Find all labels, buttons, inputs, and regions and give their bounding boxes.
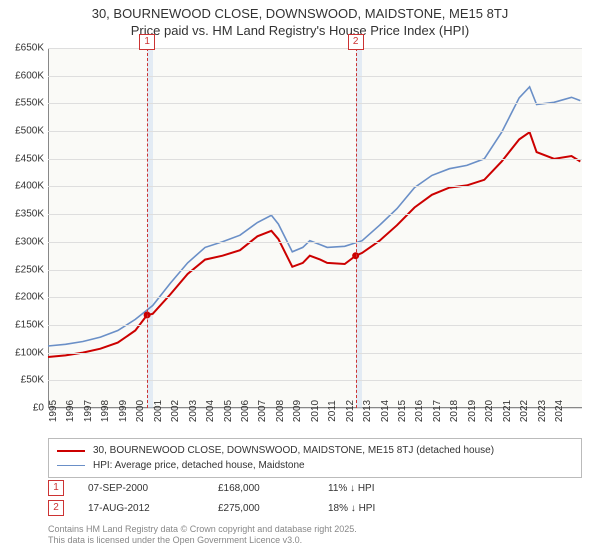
title-line-2: Price paid vs. HM Land Registry's House …	[0, 23, 600, 40]
legend-row: HPI: Average price, detached house, Maid…	[57, 458, 573, 473]
gridline	[48, 131, 582, 132]
x-axis-label: 2016	[414, 400, 425, 422]
gridline	[48, 186, 582, 187]
x-axis-label: 2005	[223, 400, 234, 422]
x-axis-label: 2024	[554, 400, 565, 422]
x-axis-label: 2003	[188, 400, 199, 422]
gridline	[48, 48, 582, 49]
x-axis-label: 2023	[537, 400, 548, 422]
event-marker-2: 2	[348, 34, 364, 50]
y-axis-label: £600K	[15, 70, 44, 81]
x-axis-label: 2013	[362, 400, 373, 422]
gridline	[48, 270, 582, 271]
legend-row: 30, BOURNEWOOD CLOSE, DOWNSWOOD, MAIDSTO…	[57, 443, 573, 458]
transaction-marker: 2	[48, 500, 64, 516]
y-axis-label: £150K	[15, 319, 44, 330]
x-axis-label: 2012	[345, 400, 356, 422]
transaction-price: £168,000	[218, 483, 328, 494]
event-vline	[356, 48, 357, 408]
event-vline	[147, 48, 148, 408]
x-axis-label: 1995	[48, 400, 59, 422]
transaction-row: 1 07-SEP-2000£168,00011% ↓ HPI	[48, 478, 582, 498]
transaction-diff: 18% ↓ HPI	[328, 503, 438, 514]
y-axis-label: £550K	[15, 98, 44, 109]
x-axis-label: 2009	[292, 400, 303, 422]
legend-box: 30, BOURNEWOOD CLOSE, DOWNSWOOD, MAIDSTO…	[48, 438, 582, 478]
x-axis-label: 2001	[153, 400, 164, 422]
gridline	[48, 242, 582, 243]
legend-swatch	[57, 465, 85, 466]
gridline	[48, 325, 582, 326]
x-axis-label: 1999	[118, 400, 129, 422]
x-axis-label: 2014	[380, 400, 391, 422]
x-axis-label: 1997	[83, 400, 94, 422]
x-axis-label: 2021	[502, 400, 513, 422]
x-axis-label: 2022	[519, 400, 530, 422]
transaction-marker: 1	[48, 480, 64, 496]
y-axis-label: £350K	[15, 209, 44, 220]
title-line-1: 30, BOURNEWOOD CLOSE, DOWNSWOOD, MAIDSTO…	[0, 6, 600, 23]
credit-line-1: Contains HM Land Registry data © Crown c…	[48, 524, 582, 535]
gridline	[48, 103, 582, 104]
x-axis-label: 2004	[205, 400, 216, 422]
gridline	[48, 380, 582, 381]
x-axis-label: 2015	[397, 400, 408, 422]
x-axis-label: 2011	[327, 400, 338, 422]
credit-text: Contains HM Land Registry data © Crown c…	[48, 524, 582, 547]
x-axis-label: 2018	[449, 400, 460, 422]
x-axis-label: 2000	[135, 400, 146, 422]
transactions-table: 1 07-SEP-2000£168,00011% ↓ HPI 2 17-AUG-201…	[48, 478, 582, 518]
chart-title: 30, BOURNEWOOD CLOSE, DOWNSWOOD, MAIDSTO…	[0, 0, 600, 40]
x-axis-label: 2002	[170, 400, 181, 422]
transaction-date: 17-AUG-2012	[88, 503, 218, 514]
y-axis-label: £50K	[21, 375, 44, 386]
x-axis-label: 1998	[100, 400, 111, 422]
x-axis-label: 2019	[467, 400, 478, 422]
y-axis-label: £0	[33, 403, 44, 414]
credit-line-2: This data is licensed under the Open Gov…	[48, 535, 582, 546]
gridline	[48, 353, 582, 354]
legend-swatch	[57, 450, 85, 452]
x-axis-label: 2008	[275, 400, 286, 422]
legend-label: HPI: Average price, detached house, Maid…	[93, 460, 305, 471]
transaction-date: 07-SEP-2000	[88, 483, 218, 494]
gridline	[48, 297, 582, 298]
gridline	[48, 214, 582, 215]
y-axis-label: £100K	[15, 347, 44, 358]
x-axis-label: 2010	[310, 400, 321, 422]
x-axis-label: 2020	[484, 400, 495, 422]
x-axis-label: 1996	[65, 400, 76, 422]
y-axis-label: £450K	[15, 153, 44, 164]
plot-area: £0£50K£100K£150K£200K£250K£300K£350K£400…	[48, 48, 582, 408]
chart-container: 30, BOURNEWOOD CLOSE, DOWNSWOOD, MAIDSTO…	[0, 0, 600, 560]
series-line	[48, 87, 580, 346]
transaction-row: 2 17-AUG-2012£275,00018% ↓ HPI	[48, 498, 582, 518]
line-series-svg	[48, 48, 582, 408]
event-marker-1: 1	[139, 34, 155, 50]
x-axis-label: 2007	[257, 400, 268, 422]
y-axis-label: £500K	[15, 126, 44, 137]
gridline	[48, 76, 582, 77]
transaction-diff: 11% ↓ HPI	[328, 483, 438, 494]
x-axis-label: 2017	[432, 400, 443, 422]
legend-label: 30, BOURNEWOOD CLOSE, DOWNSWOOD, MAIDSTO…	[93, 445, 494, 456]
y-axis-label: £650K	[15, 43, 44, 54]
gridline	[48, 159, 582, 160]
y-axis-label: £200K	[15, 292, 44, 303]
transaction-price: £275,000	[218, 503, 328, 514]
y-axis-label: £250K	[15, 264, 44, 275]
x-axis-label: 2006	[240, 400, 251, 422]
y-axis-label: £300K	[15, 236, 44, 247]
y-axis-label: £400K	[15, 181, 44, 192]
